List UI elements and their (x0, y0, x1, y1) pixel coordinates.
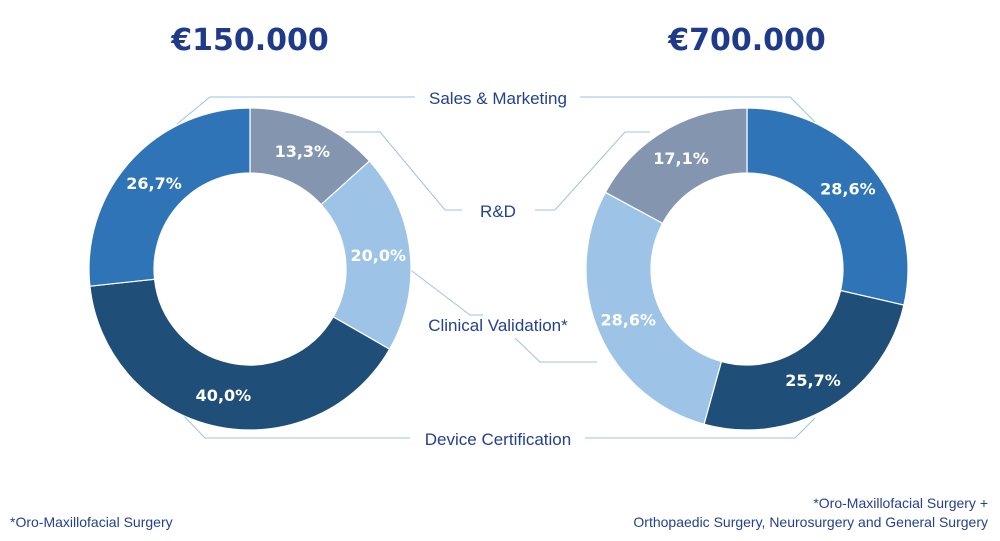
legend-label-device-certification: Device Certification (425, 430, 571, 449)
total-right-title: €700.000 (667, 23, 826, 58)
slice-label-r-d: 17,1% (653, 149, 709, 168)
slice-label-device-certification: 40,0% (196, 386, 252, 405)
slice-label-clinical-validation: 20,0% (351, 246, 407, 265)
connector-rnd-left (345, 131, 462, 211)
footnote-right-line-1: *Oro-Maxillofacial Surgery + (813, 495, 988, 511)
connector-sales-marketing-left (176, 96, 415, 125)
donut-chart-right: 28,6% 25,7% 28,6% 17,1% (585, 107, 909, 431)
donut-chart-left: 13,3% 20,0% 40,0% 26,7% (88, 107, 412, 431)
slice-label-sales-marketing: 28,6% (820, 180, 876, 199)
donut-slice-clinical-validation (585, 191, 723, 425)
connector-sales-marketing-right (580, 96, 816, 123)
connector-lines (176, 96, 816, 439)
slice-label-sales-marketing: 26,7% (126, 174, 182, 193)
connector-device-certification-right (585, 417, 816, 439)
connector-device-certification-left (179, 411, 410, 439)
legend-label-rnd: R&D (480, 202, 516, 221)
donut-slice-device-certification (89, 278, 391, 431)
connector-clinical-validation-right (514, 337, 597, 363)
donut-slice-clinical-validation (320, 160, 412, 351)
footnote-right: *Oro-Maxillofacial Surgery + Orthopaedic… (633, 494, 988, 532)
total-left-title: €150.000 (170, 23, 329, 58)
footnote-left: *Oro-Maxillofacial Surgery (10, 514, 173, 530)
donut-slice-r-d (604, 107, 748, 225)
legend-label-clinical-validation: Clinical Validation* (428, 316, 568, 335)
slice-label-r-d: 13,3% (275, 142, 331, 161)
footnote-right-line-2: Orthopaedic Surgery, Neurosurgery and Ge… (633, 514, 988, 530)
donut-slice-sales-marketing (88, 107, 251, 287)
legend-label-sales-marketing: Sales & Marketing (429, 89, 567, 108)
slice-label-device-certification: 25,7% (785, 371, 841, 390)
slice-label-clinical-validation: 28,6% (601, 310, 657, 329)
connector-clinical-validation-left (407, 267, 483, 316)
donut-slice-sales-marketing (746, 107, 909, 306)
donut-slice-device-certification (703, 289, 905, 431)
connector-rnd-right (535, 131, 650, 211)
